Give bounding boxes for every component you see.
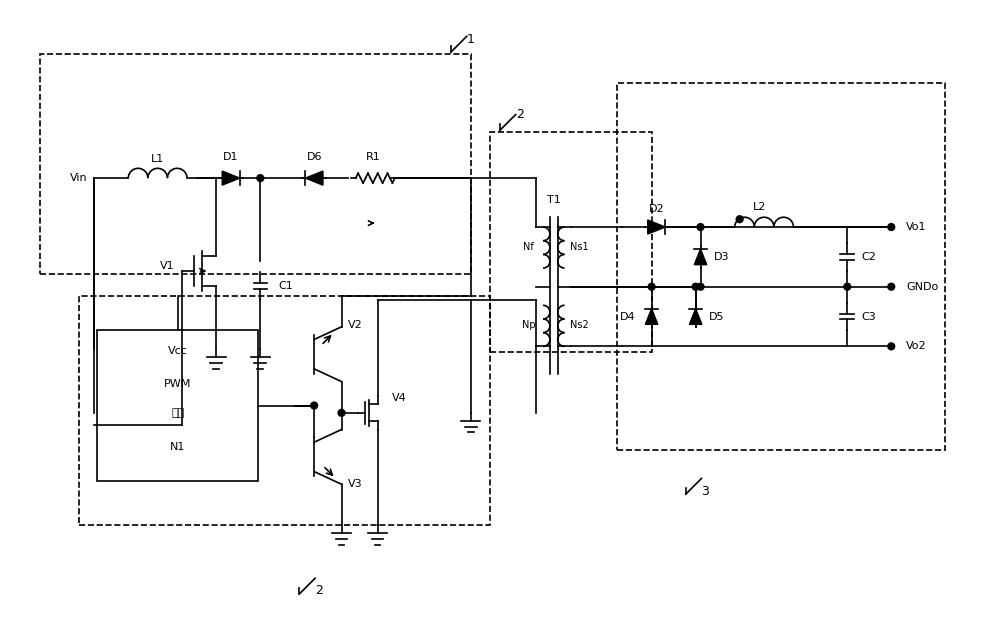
Text: Vo2: Vo2 — [906, 342, 927, 351]
Bar — [490, 132, 652, 352]
Text: D3: D3 — [714, 252, 730, 262]
Polygon shape — [648, 220, 665, 234]
Text: 2: 2 — [516, 108, 524, 121]
Circle shape — [888, 283, 895, 290]
Text: Vin: Vin — [70, 173, 87, 183]
Text: D4: D4 — [620, 312, 636, 322]
Polygon shape — [222, 171, 240, 185]
Text: D1: D1 — [223, 151, 239, 162]
Circle shape — [257, 175, 264, 181]
Circle shape — [648, 283, 655, 290]
Circle shape — [736, 216, 743, 223]
Text: V2: V2 — [348, 320, 363, 330]
Text: V4: V4 — [392, 393, 407, 403]
Text: 3: 3 — [701, 485, 709, 497]
Polygon shape — [305, 171, 323, 185]
Circle shape — [697, 224, 704, 230]
Text: D6: D6 — [306, 151, 322, 162]
Text: GNDo: GNDo — [906, 282, 938, 292]
Bar — [40, 54, 471, 274]
Polygon shape — [645, 308, 658, 324]
Circle shape — [311, 402, 318, 409]
Bar — [79, 296, 490, 525]
Text: Np: Np — [522, 320, 535, 330]
Circle shape — [844, 283, 851, 290]
Text: C3: C3 — [861, 312, 876, 322]
Text: Vo1: Vo1 — [906, 222, 926, 232]
Text: N1: N1 — [170, 442, 185, 452]
Circle shape — [338, 410, 345, 417]
Text: Nf: Nf — [523, 242, 534, 252]
Text: Ns1: Ns1 — [570, 242, 589, 252]
Text: V1: V1 — [160, 261, 174, 271]
Text: L2: L2 — [753, 202, 766, 212]
Text: Vcc: Vcc — [168, 346, 188, 356]
Text: C2: C2 — [861, 252, 876, 262]
Circle shape — [888, 224, 895, 230]
Text: PWM: PWM — [164, 378, 191, 389]
Polygon shape — [694, 249, 707, 265]
Text: 1: 1 — [467, 32, 475, 46]
Text: V3: V3 — [348, 480, 363, 489]
Bar — [617, 83, 945, 450]
Bar — [97, 329, 258, 481]
Text: T1: T1 — [547, 195, 561, 205]
Circle shape — [697, 283, 704, 290]
Text: D5: D5 — [709, 312, 725, 322]
Polygon shape — [689, 308, 702, 324]
Text: 2: 2 — [315, 584, 323, 597]
Text: L1: L1 — [151, 153, 164, 163]
Text: Ns2: Ns2 — [570, 320, 589, 330]
Text: 方波: 方波 — [171, 408, 184, 418]
Text: D2: D2 — [649, 204, 664, 214]
Text: R1: R1 — [365, 151, 380, 162]
Circle shape — [888, 343, 895, 350]
Text: C1: C1 — [278, 280, 293, 291]
Circle shape — [692, 283, 699, 290]
